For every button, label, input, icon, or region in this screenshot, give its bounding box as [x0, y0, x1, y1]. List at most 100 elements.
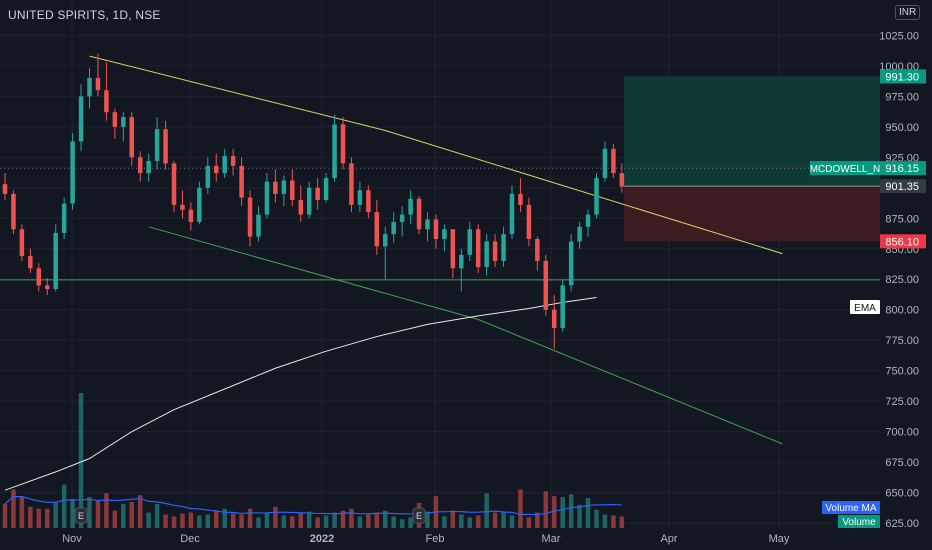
volume-bar	[383, 510, 388, 528]
candle-body	[315, 187, 320, 200]
volume-bar	[577, 504, 582, 528]
candle-body	[197, 187, 202, 222]
candle-body	[137, 157, 143, 174]
volume-bar	[36, 508, 42, 528]
candle-body	[416, 198, 422, 230]
candle-body	[290, 180, 295, 200]
stop-price-tag-bg	[880, 234, 926, 249]
volume-bar	[70, 499, 75, 528]
x-tick-label: May	[769, 533, 790, 545]
volume-bar	[273, 506, 278, 528]
volume-bar	[281, 515, 287, 528]
candle-body	[450, 229, 456, 269]
candle-body	[146, 160, 151, 174]
volume-bar	[484, 493, 489, 528]
volume-bar	[518, 489, 523, 528]
volume-label: Volume	[842, 517, 876, 528]
x-tick-label: Dec	[180, 533, 200, 545]
earnings-marker-label: E	[416, 511, 422, 521]
volume-bar	[19, 496, 25, 528]
volume-bar	[619, 516, 625, 528]
candle-body	[247, 197, 253, 237]
target-price-tag-bg	[880, 69, 926, 84]
candle-body	[205, 165, 211, 188]
candle-body	[349, 163, 354, 205]
volume-bar	[366, 514, 371, 528]
stop-price-tag: 856.10	[885, 236, 919, 248]
volume-ma-label: Volume MA	[825, 503, 876, 514]
candle-body	[180, 204, 185, 210]
candle-body	[577, 226, 582, 242]
candle-body	[306, 187, 312, 215]
entry-price-tag-bg	[880, 179, 926, 194]
candle-body	[357, 190, 363, 205]
x-tick-label: 2022	[310, 533, 334, 545]
instrument-label: MCDOWELL_N	[810, 164, 881, 175]
candle-body	[239, 165, 244, 198]
candle-body	[535, 239, 540, 261]
candle-body	[366, 190, 371, 213]
volume-bar	[594, 509, 599, 528]
volume-bar	[298, 513, 303, 528]
candle-body	[61, 203, 67, 233]
candle-body	[78, 96, 84, 142]
volume-bar	[315, 517, 320, 528]
volume-bar	[61, 484, 67, 528]
volume-bar	[239, 514, 244, 528]
candle-body	[11, 193, 16, 230]
candle-body	[399, 214, 405, 222]
volume-bar	[450, 510, 456, 528]
volume-bar	[28, 506, 33, 528]
volume-bar	[332, 512, 337, 528]
candle-body	[230, 156, 236, 166]
volume-bar	[323, 515, 329, 528]
volume-bar	[45, 508, 50, 528]
upper-trend-line	[89, 55, 783, 255]
candle-body	[475, 229, 481, 268]
y-tick-label: 975.00	[885, 91, 919, 103]
candle-body	[2, 184, 8, 194]
volume-bar	[357, 516, 363, 528]
candle-body	[560, 285, 565, 329]
candle-body	[391, 221, 396, 235]
volume-bar	[180, 513, 185, 528]
candle-body	[518, 193, 523, 205]
candle-body	[222, 156, 227, 174]
volume-bar	[146, 512, 151, 528]
volume-bar	[467, 517, 472, 528]
volume-bar	[340, 510, 346, 528]
volume-bar	[509, 515, 515, 528]
candle-body	[408, 198, 413, 215]
instrument-label-bg	[810, 161, 880, 176]
candle-body	[121, 117, 126, 127]
candle-body	[526, 204, 532, 240]
lower-trend-line	[148, 226, 783, 445]
candle-body	[611, 148, 616, 174]
x-tick-label: Nov	[62, 533, 82, 545]
volume-bar	[611, 515, 616, 528]
candle-body	[467, 229, 472, 255]
candle-body	[594, 178, 599, 215]
ema-label: EMA	[854, 303, 876, 314]
volume-bar	[104, 493, 109, 528]
candle-body	[45, 285, 50, 289]
candle-body	[340, 124, 346, 164]
earnings-marker	[74, 507, 88, 524]
volume-bar	[475, 515, 481, 528]
candle-body	[374, 212, 380, 247]
volume-bar	[2, 503, 8, 528]
volume-bar	[87, 497, 92, 528]
candle-body	[264, 181, 270, 215]
volume-bar	[425, 511, 430, 528]
volume-bar	[53, 502, 58, 528]
volume-bar	[78, 393, 84, 528]
candle-body	[188, 209, 194, 222]
volume-bar	[95, 501, 101, 528]
volume-bar	[492, 512, 498, 528]
volume-bar	[501, 511, 506, 528]
candle-body	[509, 193, 515, 235]
currency-button[interactable]: INR	[895, 5, 921, 20]
symbol-title: UNITED SPIRITS, 1D, NSE	[8, 8, 161, 22]
y-tick-label: 675.00	[885, 457, 919, 469]
